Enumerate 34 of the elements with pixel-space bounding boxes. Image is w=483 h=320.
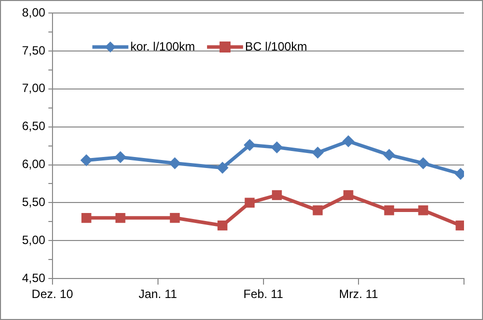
- point: [115, 212, 126, 223]
- point: [270, 141, 283, 154]
- y-tick-label: 6,00: [22, 157, 46, 172]
- point: [244, 139, 256, 152]
- y-tick-label: 4,50: [22, 270, 46, 285]
- point: [312, 205, 323, 216]
- point: [168, 157, 181, 170]
- y-tick-label: 7,00: [22, 81, 46, 96]
- y-tick-label: 8,00: [22, 5, 46, 20]
- x-tick-label: Mrz. 11: [338, 287, 378, 302]
- y-tick-label: 7,50: [22, 43, 46, 58]
- legend-label: kor. l/100km: [130, 39, 196, 54]
- y-tick-label: 5,00: [22, 232, 46, 247]
- point: [218, 220, 228, 230]
- point: [383, 148, 396, 161]
- y-tick-label: 5,50: [22, 195, 46, 210]
- point: [272, 190, 282, 200]
- x-tick-label: Jan. 11: [138, 287, 178, 302]
- point: [417, 157, 430, 170]
- y-tick-label: 6,50: [22, 119, 46, 134]
- point: [114, 151, 126, 164]
- point: [244, 198, 255, 208]
- point: [80, 154, 92, 166]
- point: [342, 135, 354, 148]
- point: [418, 205, 428, 216]
- point: [170, 212, 180, 223]
- point: [81, 212, 92, 223]
- point: [312, 146, 324, 159]
- x-tick-label: Dez. 10: [32, 287, 74, 302]
- x-tick-label: Feb. 11: [243, 287, 284, 302]
- legend-label: BC l/100km: [245, 39, 308, 54]
- point: [216, 162, 228, 174]
- point: [384, 205, 394, 216]
- point: [343, 190, 354, 200]
